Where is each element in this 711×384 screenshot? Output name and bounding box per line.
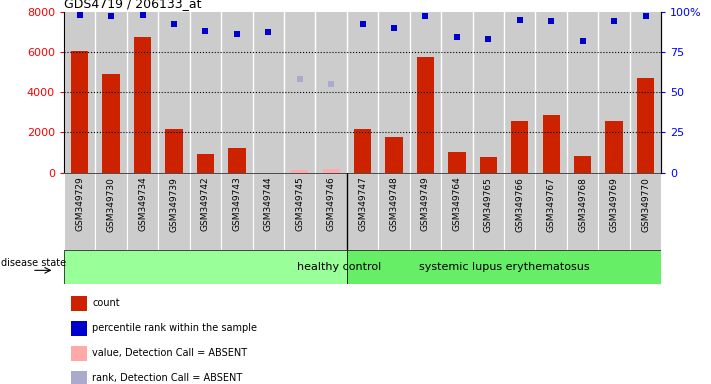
Bar	[378, 173, 410, 250]
Bar	[442, 173, 473, 250]
Bar	[504, 173, 535, 250]
Bar	[442, 12, 473, 173]
Bar	[473, 173, 504, 250]
Bar	[599, 12, 630, 173]
Bar	[134, 37, 151, 173]
Text: GSM349742: GSM349742	[201, 177, 210, 231]
Bar	[504, 12, 535, 173]
Bar	[417, 58, 434, 173]
Text: systemic lupus erythematosus: systemic lupus erythematosus	[419, 262, 589, 272]
Text: GSM349734: GSM349734	[138, 177, 147, 232]
Text: GSM349765: GSM349765	[484, 177, 493, 232]
Bar	[535, 173, 567, 250]
Text: healthy control: healthy control	[297, 262, 381, 272]
Text: value, Detection Call = ABSENT: value, Detection Call = ABSENT	[92, 348, 247, 358]
Bar	[228, 147, 245, 173]
Text: GSM349766: GSM349766	[515, 177, 524, 232]
Bar	[252, 12, 284, 173]
Bar	[95, 173, 127, 250]
Bar	[630, 173, 661, 250]
Bar	[535, 12, 567, 173]
Bar	[284, 173, 316, 250]
Bar	[252, 173, 284, 250]
Bar	[599, 173, 630, 250]
Bar	[473, 12, 504, 173]
Bar	[574, 156, 592, 173]
Bar	[71, 51, 88, 173]
Bar	[606, 121, 623, 173]
Text: GSM349729: GSM349729	[75, 177, 84, 232]
Bar	[64, 12, 95, 173]
Text: GSM349743: GSM349743	[232, 177, 241, 232]
Bar	[347, 250, 661, 284]
Bar	[378, 12, 410, 173]
Bar	[542, 115, 560, 173]
Bar	[354, 129, 371, 173]
Bar	[323, 169, 340, 173]
Text: disease state: disease state	[1, 258, 66, 268]
Bar	[102, 74, 119, 173]
Bar	[385, 137, 402, 173]
Text: GSM349730: GSM349730	[107, 177, 116, 232]
Text: percentile rank within the sample: percentile rank within the sample	[92, 323, 257, 333]
Bar	[630, 12, 661, 173]
Bar	[159, 173, 190, 250]
Text: GSM349739: GSM349739	[169, 177, 178, 232]
Text: GSM349769: GSM349769	[609, 177, 619, 232]
Text: GSM349744: GSM349744	[264, 177, 273, 231]
Bar	[567, 173, 599, 250]
Bar	[316, 173, 347, 250]
Bar	[480, 157, 497, 173]
Bar	[127, 173, 159, 250]
Text: GSM349748: GSM349748	[390, 177, 399, 232]
Bar	[347, 12, 378, 173]
Text: GSM349747: GSM349747	[358, 177, 367, 232]
Bar	[410, 12, 442, 173]
Bar	[95, 12, 127, 173]
Text: GSM349764: GSM349764	[452, 177, 461, 232]
Bar	[511, 121, 528, 173]
Text: count: count	[92, 298, 120, 308]
Bar	[347, 173, 378, 250]
Bar	[221, 173, 252, 250]
Bar	[190, 173, 221, 250]
Text: GSM349767: GSM349767	[547, 177, 556, 232]
Bar	[190, 12, 221, 173]
Text: GSM349745: GSM349745	[295, 177, 304, 232]
Bar	[316, 12, 347, 173]
Text: GSM349768: GSM349768	[578, 177, 587, 232]
Text: rank, Detection Call = ABSENT: rank, Detection Call = ABSENT	[92, 373, 242, 383]
Bar	[166, 129, 183, 173]
Text: GSM349749: GSM349749	[421, 177, 430, 232]
Bar	[221, 12, 252, 173]
Bar	[637, 78, 654, 173]
Bar	[64, 173, 95, 250]
Bar	[197, 154, 214, 173]
Text: GDS4719 / 206133_at: GDS4719 / 206133_at	[64, 0, 201, 10]
Bar	[64, 250, 347, 284]
Bar	[291, 170, 309, 173]
Bar	[159, 12, 190, 173]
Bar	[284, 12, 316, 173]
Text: GSM349770: GSM349770	[641, 177, 650, 232]
Bar	[567, 12, 599, 173]
Bar	[448, 152, 466, 173]
Text: GSM349746: GSM349746	[326, 177, 336, 232]
Bar	[127, 12, 159, 173]
Bar	[410, 173, 442, 250]
